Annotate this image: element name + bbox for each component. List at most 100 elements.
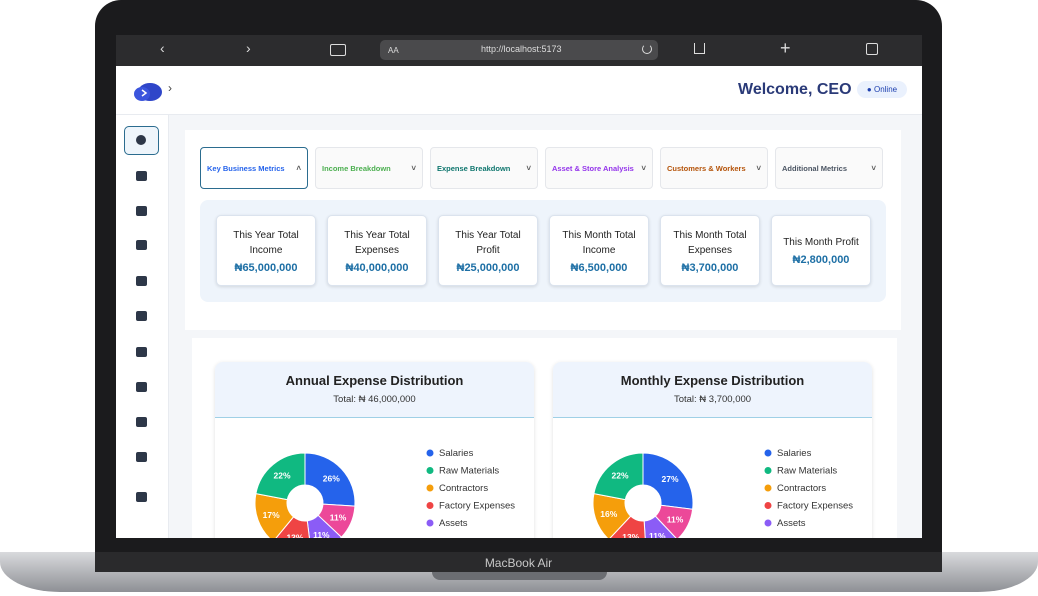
new-tab[interactable]: +	[780, 38, 791, 58]
metric-label: This Month Total Expenses	[673, 229, 747, 256]
tab-chevron: ˅	[526, 163, 531, 173]
pie-slice	[642, 452, 694, 510]
slice-label: 26%	[323, 473, 340, 483]
metric-label: This Month Total Income	[562, 229, 636, 256]
legend-label: Factory Expenses	[777, 501, 853, 512]
slice-label: 11%	[330, 512, 347, 522]
chart-subtitle: Total: ₦ 46,000,000	[333, 394, 416, 405]
pie-slice	[255, 452, 306, 501]
slice-label: 13%	[622, 532, 639, 538]
tab-chevron: ˅	[641, 163, 646, 173]
slice-label: 27%	[661, 474, 678, 484]
legend-swatch	[426, 519, 434, 527]
forward-button[interactable]: ›	[246, 40, 251, 56]
pie-slice	[643, 515, 677, 538]
chart-header	[215, 362, 534, 418]
tab-label: Additional Metrics	[782, 163, 848, 173]
sidebar-icon[interactable]	[136, 452, 147, 462]
metric-value: ₦3,700,000	[681, 261, 739, 274]
browser-toolbar: ‹ › AA http://localhost:5173 +	[116, 35, 922, 66]
sidebar-icon[interactable]	[136, 311, 147, 321]
tab[interactable]: Income Breakdown ˅	[315, 147, 423, 189]
legend-label: Raw Materials	[439, 466, 499, 477]
metric-label: This Year Total Profit	[455, 229, 521, 256]
sidebar-icon[interactable]	[136, 135, 146, 145]
reload-icon[interactable]	[642, 44, 652, 54]
app-header: › Welcome, CEO ● Online	[116, 66, 922, 115]
tab[interactable]: Customers & Workers ˅	[660, 147, 768, 189]
tab[interactable]: Asset & Store Analysis ˅	[545, 147, 653, 189]
pie-slice	[275, 516, 310, 538]
metric-value: ₦2,800,000	[792, 254, 850, 266]
pie-chart: 26% 11%11% 13% 17% 22% Salaries Raw Materials C…	[254, 448, 515, 538]
pie-slice	[593, 452, 644, 501]
legend-label: Contractors	[439, 483, 488, 494]
metric-value: ₦25,000,000	[456, 261, 520, 274]
pie-slice	[609, 515, 646, 538]
slice-label: 11%	[667, 514, 684, 524]
sidebar	[116, 115, 169, 538]
status-badge: ● Online	[857, 81, 907, 98]
metric-card: This Year Total Profit ₦25,000,000	[438, 215, 538, 286]
legend-swatch	[764, 449, 772, 457]
metric-card: This Month Profit ₦2,800,000	[771, 215, 871, 286]
chart-subtitle: Total: ₦ 3,700,000	[673, 394, 752, 405]
tab-chevron: ˅	[411, 163, 416, 173]
chart-title: Annual Expense Distribution	[285, 373, 464, 388]
metric-label: This Year Total Expenses	[344, 229, 410, 256]
pie-slice	[304, 452, 356, 507]
sidebar-icon[interactable]	[136, 171, 147, 181]
share-icon[interactable]	[694, 43, 705, 54]
bookmarks-icon[interactable]	[330, 44, 346, 56]
sidebar-active[interactable]	[124, 126, 159, 155]
back-button[interactable]: ‹	[160, 40, 165, 56]
address-bar[interactable]: AA http://localhost:5173	[380, 40, 658, 60]
legend-swatch	[426, 484, 434, 492]
base-notch	[432, 572, 607, 580]
legend-label: Salaries	[777, 448, 812, 459]
tab[interactable]: Additional Metrics ˅	[775, 147, 883, 189]
legend-swatch	[426, 449, 434, 457]
tab-label: Key Business Metrics	[207, 163, 285, 173]
sidebar-icon[interactable]	[136, 206, 147, 216]
legend-label: Assets	[439, 518, 468, 529]
legend-swatch	[426, 467, 434, 474]
sidebar-icon[interactable]	[136, 240, 147, 250]
tab-label: Asset & Store Analysis	[552, 163, 634, 173]
sidebar-icon[interactable]	[136, 276, 147, 286]
slice-label: 16%	[600, 509, 617, 519]
screen: ‹ › AA http://localhost:5173 + › Welcome…	[116, 35, 922, 538]
slice-label: 22%	[274, 470, 291, 480]
metric-label: This Year Total Income	[233, 229, 299, 256]
sidebar-toggle[interactable]: ›	[168, 81, 172, 95]
tab-label: Customers & Workers	[667, 163, 746, 173]
slice-label: 11%	[649, 531, 666, 538]
pie-slice	[654, 504, 694, 538]
metric-value: ₦6,500,000	[570, 261, 628, 274]
welcome-text: Welcome, CEO	[738, 81, 852, 98]
slice-label: 11%	[313, 530, 330, 538]
logo	[134, 83, 162, 101]
sidebar-icon[interactable]	[136, 492, 147, 502]
sidebar-icon[interactable]	[136, 382, 147, 392]
chart-header	[553, 362, 872, 418]
tabs-icon[interactable]	[866, 43, 878, 55]
tab-chevron: ˅	[756, 163, 761, 173]
metric-card: This Year Total Expenses ₦40,000,000	[327, 215, 427, 286]
metric-value: ₦65,000,000	[234, 261, 298, 274]
chart-card: Annual Expense Distribution Total: ₦ 46,0…	[215, 362, 534, 538]
chart-card: Monthly Expense Distribution Total: ₦ 3,7…	[553, 362, 872, 538]
legend-label: Raw Materials	[777, 466, 837, 477]
metric-card: This Year Total Income ₦65,000,000	[216, 215, 316, 286]
text-size[interactable]: AA	[388, 46, 399, 55]
legend-swatch	[764, 467, 772, 474]
tab[interactable]: Key Business Metrics ˄	[200, 147, 308, 189]
sidebar-icon[interactable]	[136, 347, 147, 357]
tab[interactable]: Expense Breakdown ˅	[430, 147, 538, 189]
tab-chevron: ˄	[296, 163, 301, 173]
metric-label: This Month Profit	[783, 237, 859, 248]
legend-label: Salaries	[439, 448, 474, 459]
sidebar-icon[interactable]	[136, 417, 147, 427]
base-band	[95, 552, 942, 572]
legend-swatch	[426, 502, 434, 509]
